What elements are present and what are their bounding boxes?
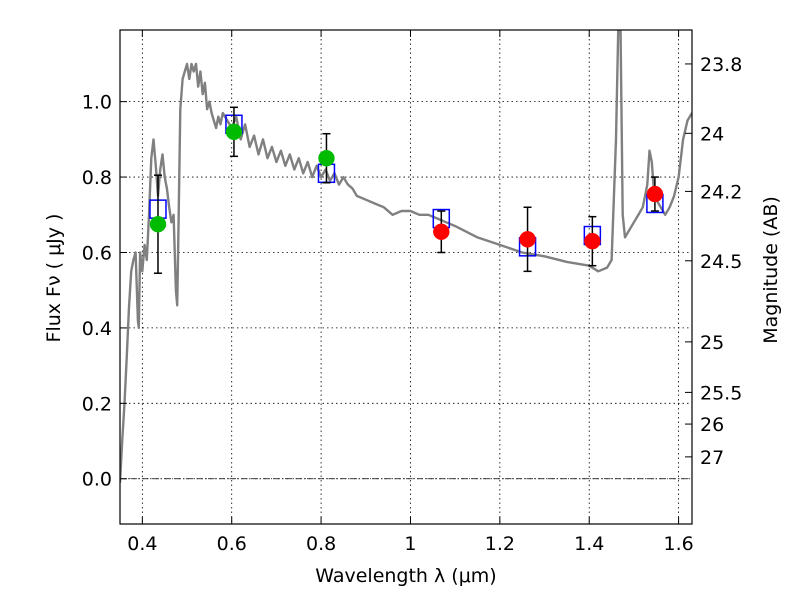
y-tick-label: 1.0 bbox=[82, 92, 112, 114]
axes: 0.4 0.6 0.8 1 1.2 1.4 1.6 0.0 0.2 0.4 0.6 0.8 1.0 23.… bbox=[82, 29, 742, 555]
observed-point-red bbox=[519, 231, 536, 248]
x-tick-label: 1.6 bbox=[663, 533, 693, 555]
template-spectrum-layer bbox=[120, 30, 692, 483]
x-axis-label: Wavelength λ (μm) bbox=[315, 565, 496, 587]
x-tick-label: 0.6 bbox=[217, 533, 247, 555]
x-tick-label: 0.8 bbox=[306, 533, 336, 555]
y-right-tick-label: 23.8 bbox=[700, 54, 742, 76]
y-tick-label: 0.4 bbox=[82, 318, 112, 340]
photometry-points-layer bbox=[149, 106, 664, 274]
observed-point-red bbox=[584, 232, 601, 250]
y-tick-label: 0.0 bbox=[82, 469, 112, 491]
y-right-tick-label: 24.2 bbox=[700, 181, 742, 203]
observed-point-red bbox=[433, 223, 450, 240]
y-right-tick-label: 24 bbox=[700, 123, 724, 145]
observed-point-green bbox=[318, 149, 335, 167]
y-tick-label: 0.6 bbox=[82, 242, 112, 264]
plot-frame bbox=[119, 29, 693, 525]
y-axis-label: Flux Fν ( μJy ) bbox=[43, 214, 65, 343]
x-tick-label: 1 bbox=[404, 533, 416, 555]
x-tick-label: 1.4 bbox=[574, 533, 604, 555]
y-right-tick-label: 25 bbox=[700, 332, 724, 354]
y-tick-label: 0.2 bbox=[82, 393, 112, 415]
y-axis-right-label: Magnitude (AB) bbox=[760, 196, 782, 344]
y-right-tick-label: 25.5 bbox=[700, 382, 742, 404]
observed-point-green bbox=[225, 123, 243, 141]
spectrum-line bbox=[120, 30, 692, 483]
y-right-tick-label: 27 bbox=[700, 447, 724, 469]
y-tick-label: 0.8 bbox=[82, 167, 112, 189]
x-tick-label: 1.2 bbox=[485, 533, 515, 555]
y-right-tick-label: 24.5 bbox=[700, 251, 742, 273]
grid bbox=[120, 30, 692, 524]
observed-point-green bbox=[149, 215, 167, 233]
observed-point-red bbox=[646, 185, 664, 203]
x-tick-label: 0.4 bbox=[127, 533, 157, 555]
y-right-tick-label: 26 bbox=[700, 414, 724, 436]
